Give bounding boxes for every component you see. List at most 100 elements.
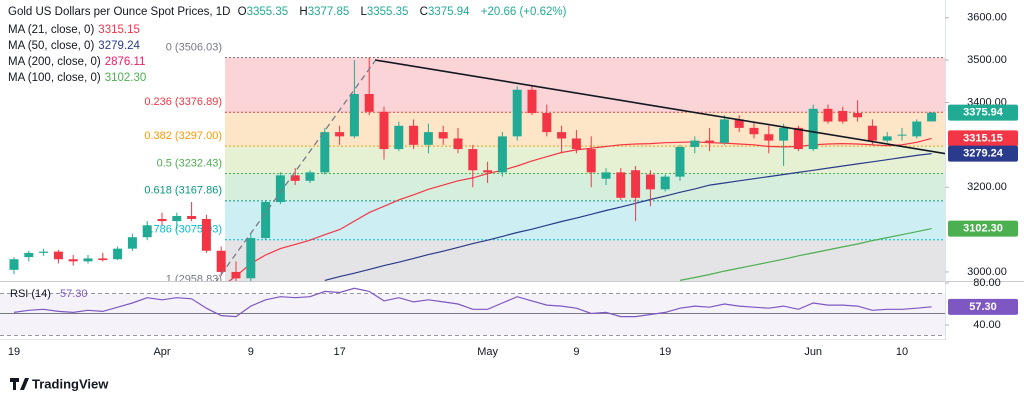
candle-body (867, 125, 877, 141)
y-tick-label: 80.00 (973, 277, 1001, 289)
fib-label: 0.618 (3167.86) (144, 185, 222, 197)
candle-body (631, 170, 641, 198)
ohlc-value: 3377.85 (307, 6, 350, 18)
drawings (215, 59, 945, 281)
candle-body (823, 108, 833, 122)
price-tag (948, 130, 1018, 147)
candle-body (157, 218, 167, 222)
fib-zone (225, 239, 945, 281)
legend-entry: MA (50, close, 0) 3279.24 (8, 38, 150, 54)
candle-body (616, 172, 626, 198)
candle-body (53, 251, 63, 260)
legend-value: 2876.11 (104, 56, 146, 68)
candle-body (201, 218, 211, 251)
title: Gold US Dollars per Ounce Spot Prices, 1… (8, 6, 231, 18)
price-tag-label: 3102.30 (963, 223, 1003, 235)
candle-body (216, 250, 226, 272)
candle-body (83, 258, 93, 262)
fib-zone (225, 173, 945, 201)
candle-body (320, 132, 330, 173)
fib-label: 0.382 (3297.00) (144, 130, 222, 142)
price-tag-label: 3375.94 (963, 107, 1004, 119)
candle-body (512, 89, 522, 137)
fib-label: 0.5 (3232.43) (157, 157, 222, 169)
candle-body (98, 258, 108, 261)
x-tick-label: May (477, 346, 498, 358)
legend-value: 3102.30 (104, 72, 147, 84)
x-tick-label: 17 (333, 346, 345, 358)
ohlc: H3377.85 (299, 6, 353, 18)
x-tick-label: 9 (248, 346, 254, 358)
ohlc-label: O (237, 6, 247, 18)
candle-body (808, 108, 818, 150)
candle-body (660, 176, 670, 190)
candle-body (764, 134, 774, 141)
candle-body (793, 127, 803, 150)
candle-body (497, 136, 507, 173)
candle-body (231, 271, 241, 279)
fib-label: 0.236 (3376.89) (144, 96, 222, 108)
price-tag (948, 298, 1018, 315)
candle-body (305, 172, 315, 181)
candle-body (779, 127, 789, 141)
candle-body (290, 175, 300, 181)
price-tag-label: 57.30 (969, 301, 997, 313)
y-tick-label: 3600.00 (967, 12, 1007, 24)
fib-label: 1 (2958.83) (166, 273, 222, 285)
legend-entry: MA (100, close, 0) 3102.30 (8, 70, 150, 86)
price-pane: 0 (3506.03) 0.236 (3376.89) 0.382 (3297.00… (9, 41, 945, 285)
price-tag (948, 220, 1018, 237)
candle-body (586, 149, 596, 173)
legend-entry: MA (200, close, 0) 2876.11 (8, 54, 150, 70)
x-tick-label: Apr (153, 346, 170, 358)
candle-body (187, 216, 197, 219)
candle-body (379, 111, 389, 150)
fib-zone (225, 200, 945, 240)
header: Gold US Dollars per Ounce Spot Prices, 1… (8, 4, 570, 20)
x-tick-label: 10 (896, 346, 908, 358)
legend-name: MA (50, close, 0) (8, 40, 95, 52)
x-tick-label: 19 (659, 346, 671, 358)
candle-body (409, 125, 419, 145)
legend-entry: MA (21, close, 0) 3315.15 (8, 22, 150, 38)
candle-body (39, 251, 49, 253)
rsi-legend-name: RSI (14) (10, 288, 51, 300)
candle-body (394, 125, 404, 150)
candle-body (113, 248, 123, 260)
fib-zone (225, 57, 945, 113)
candle-body (853, 113, 863, 118)
candle-body (9, 259, 19, 270)
fib-label: 0 (3506.03) (166, 41, 222, 53)
x-tick-label: 9 (573, 346, 579, 358)
legend-name: MA (21, close, 0) (8, 24, 95, 36)
rsi-band (0, 293, 945, 336)
x-tick-label: Jun (804, 346, 822, 358)
ohlc: O3355.35 (238, 6, 293, 18)
candle-body (127, 237, 137, 249)
candle-body (453, 138, 463, 150)
candle-body (927, 112, 937, 122)
candle-body (335, 132, 345, 137)
y-tick-label: 40.00 (973, 319, 1001, 331)
candle-body (24, 252, 34, 258)
price-tag (948, 104, 1018, 121)
candle-body (527, 89, 537, 114)
rsi-pane (0, 287, 945, 336)
candle-body (142, 225, 152, 238)
fib-zone (225, 112, 945, 147)
candle-body (364, 93, 374, 112)
candle-body (423, 132, 433, 145)
ohlc-value: 3375.94 (427, 6, 470, 18)
legend-value: 3315.15 (98, 24, 140, 36)
candle-body (246, 238, 256, 279)
legend-value: 3279.24 (98, 40, 140, 52)
ma-legend: MA (21, close, 0) 3315.15 MA (50, close, 0… (8, 22, 150, 86)
svg-text:TradingView: TradingView (32, 376, 109, 391)
candle-body (468, 149, 478, 171)
tradingview-logo: TradingView (10, 376, 109, 391)
ohlc-label: H (299, 6, 308, 18)
candle-body (838, 110, 848, 122)
